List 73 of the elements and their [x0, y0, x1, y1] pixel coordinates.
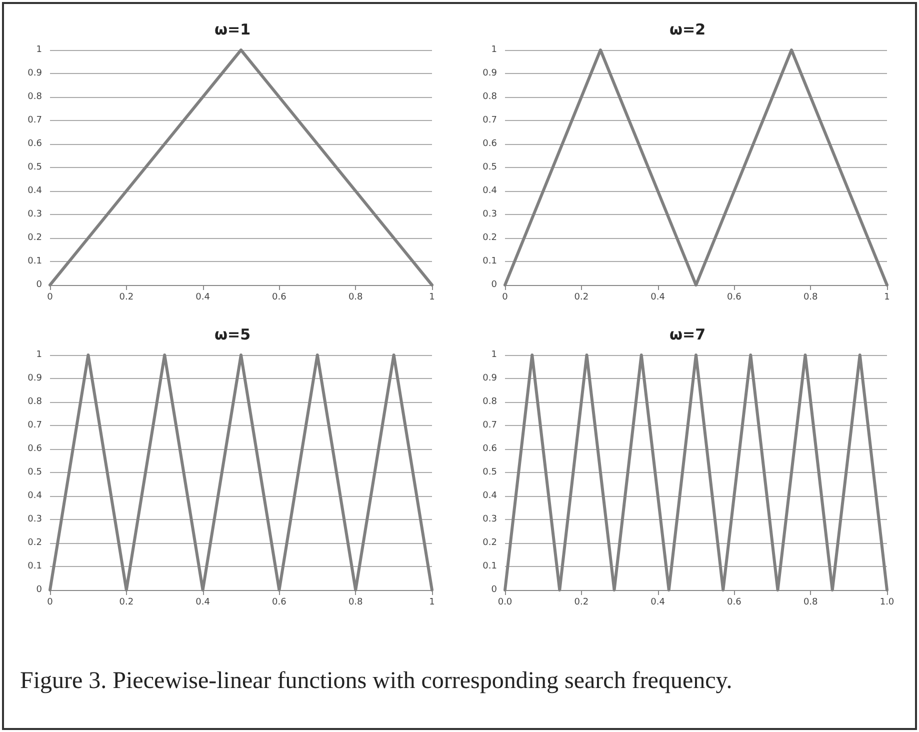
chart-title: ω=2 — [669, 20, 706, 38]
x-tick-label: 1 — [429, 292, 435, 302]
y-tick-label: 0.3 — [482, 210, 497, 220]
chart-title: ω=1 — [214, 20, 251, 38]
x-tick-label: 0.6 — [272, 598, 287, 608]
y-tick-label: 1 — [491, 45, 497, 55]
x-tick-label: 0.8 — [803, 292, 818, 302]
y-tick-label: 0.5 — [28, 468, 42, 478]
x-tick-label: 0.8 — [348, 292, 364, 302]
y-tick-label: 1 — [491, 350, 497, 360]
y-tick-label: 0.5 — [482, 162, 497, 172]
y-tick-label: 1 — [36, 45, 42, 55]
x-tick-label: 0 — [47, 292, 54, 302]
y-tick-label: 0.5 — [482, 468, 497, 478]
y-tick-label: 0.1 — [28, 256, 42, 266]
y-tick-label: 0.8 — [28, 397, 42, 407]
x-tick-label: 0 — [47, 598, 54, 608]
x-tick-label: 0.2 — [119, 292, 134, 302]
y-tick-label: 0.4 — [482, 491, 498, 501]
y-tick-label: 0.4 — [482, 186, 498, 196]
x-tick-label: 0.6 — [272, 292, 287, 302]
x-tick-label: 0.2 — [119, 598, 134, 608]
y-tick-label: 0.4 — [28, 186, 42, 196]
x-tick-label: 0 — [502, 292, 508, 302]
y-tick-label: 0.4 — [28, 491, 42, 501]
y-tick-label: 0.7 — [482, 116, 497, 126]
x-tick-label: 0.6 — [727, 598, 742, 608]
y-tick-label: 0.9 — [482, 374, 498, 384]
y-tick-label: 0.7 — [28, 420, 42, 430]
x-tick-label: 1 — [429, 598, 435, 608]
y-tick-label: 0.9 — [28, 68, 42, 78]
y-tick-label: 0.2 — [482, 538, 497, 548]
y-tick-label: 0.2 — [28, 233, 42, 243]
x-tick-label: 0.8 — [803, 598, 818, 608]
x-tick-label: 0.6 — [727, 292, 742, 302]
y-tick-label: 0.8 — [28, 92, 42, 102]
y-tick-label: 0 — [36, 280, 42, 290]
y-tick-label: 0.6 — [28, 139, 42, 149]
y-tick-label: 0.6 — [482, 444, 498, 454]
y-tick-label: 0.1 — [482, 562, 497, 572]
x-tick-label: 0.4 — [196, 292, 210, 302]
x-tick-label: 0.4 — [650, 292, 666, 302]
y-tick-label: 0.8 — [482, 397, 498, 407]
x-tick-label: 0.8 — [348, 598, 364, 608]
y-tick-label: 0.2 — [482, 233, 497, 243]
y-tick-label: 0.6 — [482, 139, 498, 149]
x-tick-label: 1.0 — [880, 598, 894, 608]
y-tick-label: 0 — [36, 585, 42, 595]
y-tick-label: 1 — [36, 350, 42, 360]
y-tick-label: 0.9 — [28, 374, 42, 384]
caption: Figure 3. Piecewise-linear functions with corresponding search frequency. — [20, 668, 734, 695]
y-tick-label: 0.6 — [28, 444, 42, 454]
y-tick-label: 0 — [491, 585, 498, 595]
y-tick-label: 0.8 — [482, 92, 498, 102]
x-tick-label: 0.0 — [498, 598, 512, 608]
x-tick-label: 1 — [884, 292, 890, 302]
y-tick-label: 0.7 — [28, 116, 42, 126]
x-tick-label: 0.2 — [574, 598, 589, 608]
y-tick-label: 0.5 — [28, 162, 42, 172]
chart-title: ω=5 — [214, 326, 251, 344]
x-tick-label: 0.2 — [574, 292, 589, 302]
y-tick-label: 0.3 — [28, 210, 42, 220]
y-tick-label: 0.1 — [28, 562, 42, 572]
y-tick-label: 0 — [491, 280, 498, 290]
x-tick-label: 0.4 — [650, 598, 666, 608]
y-tick-label: 0.2 — [28, 538, 42, 548]
y-tick-label: 0.9 — [482, 68, 498, 78]
x-tick-label: 0.4 — [196, 598, 210, 608]
y-tick-label: 0.7 — [482, 420, 497, 430]
chart-title: ω=7 — [669, 326, 706, 344]
y-tick-label: 0.3 — [28, 514, 42, 524]
y-tick-label: 0.3 — [482, 514, 497, 524]
y-tick-label: 0.1 — [482, 256, 497, 266]
